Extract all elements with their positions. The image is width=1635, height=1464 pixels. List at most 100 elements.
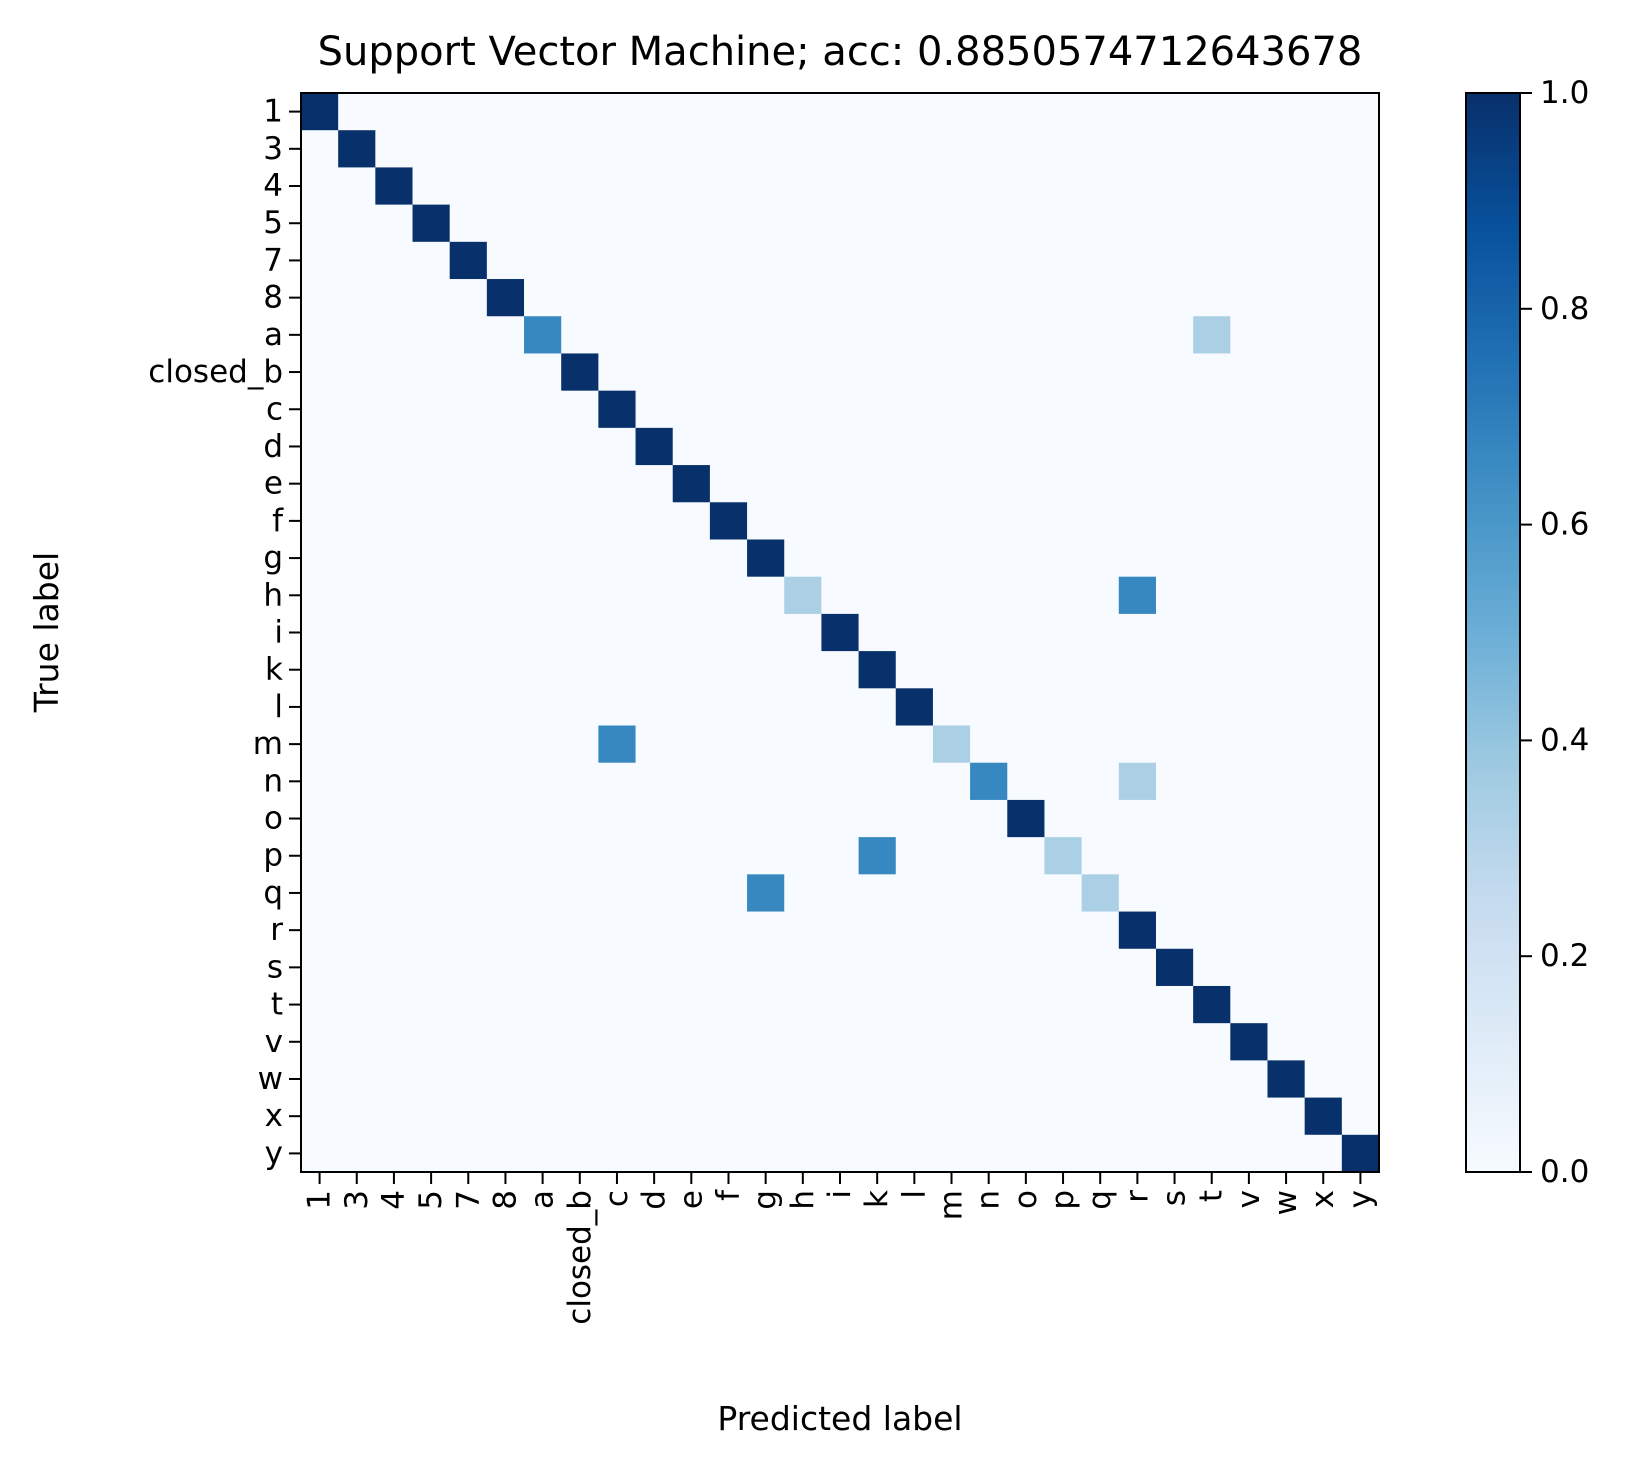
matrix-cell <box>449 1097 488 1136</box>
matrix-cell <box>672 1023 711 1061</box>
matrix-cell <box>1230 1097 1269 1136</box>
matrix-cell <box>635 837 674 875</box>
matrix-cell <box>672 465 711 503</box>
matrix-cell <box>1230 130 1269 169</box>
matrix-cells <box>301 93 1380 1173</box>
matrix-cell <box>1155 1097 1194 1136</box>
matrix-cell <box>1081 725 1120 764</box>
matrix-cell <box>821 465 860 503</box>
matrix-cell <box>1118 576 1157 615</box>
matrix-cell <box>524 651 562 689</box>
matrix-cell <box>932 688 971 727</box>
matrix-cell <box>1304 651 1343 689</box>
matrix-cell <box>598 948 637 987</box>
matrix-cell <box>709 762 748 801</box>
matrix-cell <box>709 465 748 503</box>
matrix-cell <box>598 390 637 429</box>
matrix-cell <box>672 911 711 950</box>
matrix-cell <box>1118 1134 1157 1173</box>
matrix-cell <box>486 93 525 131</box>
matrix-cell <box>449 985 488 1024</box>
colorbar-tick-label: 1.0 <box>1540 75 1589 111</box>
matrix-cell <box>1044 948 1083 987</box>
matrix-cell <box>375 985 414 1024</box>
matrix-cell <box>375 1060 414 1099</box>
matrix-cell <box>672 1134 711 1173</box>
matrix-cell <box>1007 130 1046 169</box>
matrix-cell <box>635 130 674 169</box>
colorbar-tick-label: 0.8 <box>1540 291 1589 327</box>
matrix-cell <box>338 465 376 503</box>
matrix-cell <box>635 948 674 987</box>
matrix-cell <box>895 725 934 764</box>
matrix-cell <box>1118 204 1157 243</box>
matrix-cell <box>1044 688 1083 727</box>
matrix-cell <box>449 837 488 875</box>
matrix-cell <box>598 762 637 801</box>
matrix-cell <box>1341 539 1380 578</box>
matrix-cell <box>338 204 376 243</box>
matrix-cell <box>709 799 748 838</box>
matrix-cell <box>1118 948 1157 987</box>
matrix-cell <box>1044 279 1083 317</box>
matrix-cell <box>747 874 785 913</box>
matrix-cell <box>1341 502 1380 541</box>
matrix-cell <box>1007 93 1046 131</box>
matrix-cell <box>524 874 562 913</box>
matrix-cell <box>1118 353 1157 392</box>
matrix-cell <box>1081 465 1120 503</box>
matrix-cell <box>598 93 637 131</box>
matrix-cell <box>524 948 562 987</box>
matrix-cell <box>412 502 451 541</box>
colorbar-ticks: 0.0 0.2 0.4 0.6 0.8 1.0 <box>1520 75 1589 1190</box>
matrix-cell <box>784 1060 823 1099</box>
matrix-cell <box>338 130 376 169</box>
matrix-cell <box>821 837 860 875</box>
matrix-cell <box>1007 1060 1046 1099</box>
matrix-cell <box>338 316 376 355</box>
matrix-cell <box>821 427 860 466</box>
matrix-cell <box>932 93 971 131</box>
matrix-cell <box>709 539 748 578</box>
matrix-cell <box>449 167 488 206</box>
matrix-cell <box>932 613 971 652</box>
matrix-cell <box>970 799 1008 838</box>
matrix-cell <box>1155 539 1194 578</box>
matrix-cell <box>486 837 525 875</box>
matrix-cell <box>524 130 562 169</box>
matrix-cell <box>635 1023 674 1061</box>
matrix-cell <box>635 93 674 131</box>
matrix-cell <box>524 613 562 652</box>
matrix-cell <box>1118 837 1157 875</box>
matrix-cell <box>1341 167 1380 206</box>
matrix-cell <box>598 1023 637 1061</box>
matrix-cell <box>449 130 488 169</box>
matrix-cell <box>672 1097 711 1136</box>
matrix-cell <box>635 799 674 838</box>
matrix-cell <box>301 204 339 243</box>
matrix-cell <box>635 725 674 764</box>
matrix-cell <box>1081 948 1120 987</box>
x-tick-label: 8 <box>487 1190 523 1210</box>
matrix-cell <box>1304 837 1343 875</box>
matrix-cell <box>449 316 488 355</box>
matrix-cell <box>412 725 451 764</box>
x-tick-label: q <box>1082 1190 1118 1210</box>
matrix-cell <box>784 1023 823 1061</box>
x-tick-label: c <box>599 1190 635 1207</box>
matrix-cell <box>821 390 860 429</box>
matrix-cell <box>561 874 599 913</box>
matrix-cell <box>970 1023 1008 1061</box>
matrix-cell <box>747 725 785 764</box>
matrix-cell <box>1341 651 1380 689</box>
matrix-cell <box>1304 911 1343 950</box>
matrix-cell <box>672 390 711 429</box>
matrix-cell <box>1118 539 1157 578</box>
matrix-cell <box>1230 390 1269 429</box>
matrix-cell <box>1081 502 1120 541</box>
matrix-cell <box>449 93 488 131</box>
matrix-cell <box>858 725 897 764</box>
x-tick-label: d <box>636 1190 672 1210</box>
matrix-cell <box>412 241 451 280</box>
x-tick-label: m <box>934 1190 970 1220</box>
